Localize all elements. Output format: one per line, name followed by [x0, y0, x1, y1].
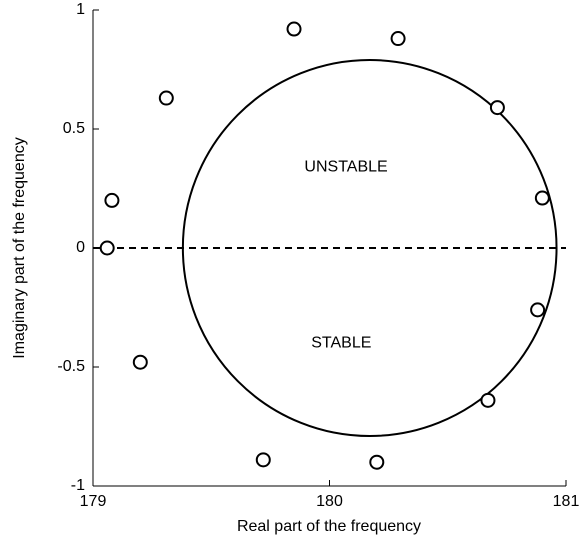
point	[255, 452, 271, 468]
point	[480, 392, 496, 408]
y-tick-label: -0.5	[57, 358, 85, 375]
point	[489, 100, 505, 116]
x-tick-label: 181	[553, 493, 580, 510]
y-tick-label: 1	[76, 1, 85, 18]
point	[369, 454, 385, 470]
x-axis-label: Real part of the frequency	[237, 518, 421, 535]
point	[99, 240, 115, 256]
annotation: STABLE	[311, 334, 371, 351]
y-tick-label: 0	[76, 239, 85, 256]
point	[390, 31, 406, 47]
point	[104, 192, 120, 208]
point	[158, 90, 174, 106]
point	[530, 302, 546, 318]
x-tick-label: 180	[316, 493, 343, 510]
point	[132, 354, 148, 370]
annotation: UNSTABLE	[304, 158, 387, 175]
stability-circle	[181, 58, 558, 438]
y-axis-label: Imaginary part of the frequency	[11, 137, 28, 358]
y-tick-label: -1	[71, 477, 85, 494]
point	[286, 21, 302, 37]
y-tick-label: 0.5	[63, 120, 85, 137]
x-tick-label: 179	[80, 493, 107, 510]
point	[534, 190, 550, 206]
